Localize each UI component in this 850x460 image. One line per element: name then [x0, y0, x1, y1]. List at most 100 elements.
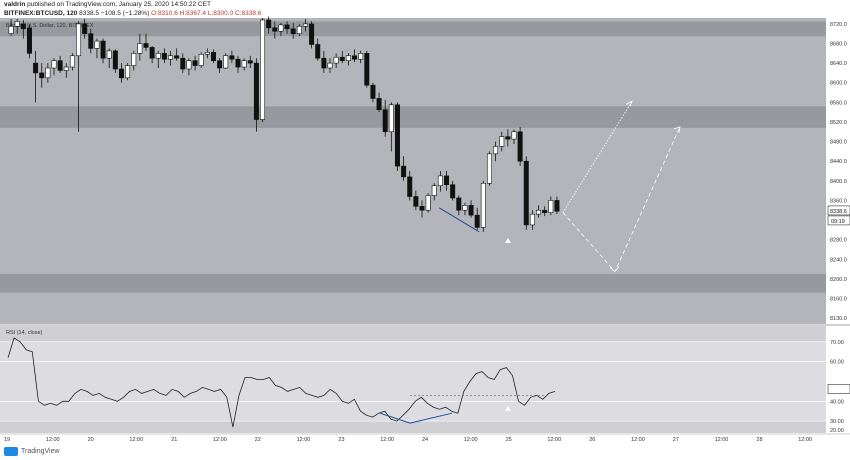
time-tick-label: 23	[338, 437, 344, 443]
candle-body	[345, 55, 351, 61]
candle-body	[82, 23, 88, 34]
time-tick-label: 12:00	[297, 437, 311, 443]
pane-title: Bitcoin / U.S. Dollar, 120, BITFINEX	[6, 23, 94, 29]
price-tick-label: 8520.0	[830, 120, 847, 126]
price-tick-label: 8600.0	[830, 81, 847, 87]
candle-body	[413, 196, 419, 207]
candle-body	[401, 165, 407, 178]
candle-body	[474, 214, 480, 228]
candle-body	[204, 52, 210, 55]
rsi-value-tag	[827, 384, 850, 394]
candle-body	[370, 84, 376, 99]
time-tick-label: 20	[88, 437, 94, 443]
candle-body	[309, 23, 315, 45]
time-tick-label: 12:00	[631, 437, 645, 443]
candle-body	[260, 19, 266, 120]
candle-body	[192, 60, 198, 66]
candle-body	[296, 26, 302, 34]
rsi-tick-label: 20.00	[830, 428, 844, 434]
candle-body	[327, 62, 333, 69]
current-price-label: 8338.6	[830, 209, 847, 215]
candle-body	[382, 109, 388, 133]
ohlc-low: L:8300.0	[207, 10, 234, 17]
candle-body	[45, 67, 51, 79]
time-tick-label: 19	[4, 437, 10, 443]
sr-zone-0	[0, 21, 826, 37]
candle-body	[419, 206, 425, 211]
price-tick-label: 8640.0	[830, 61, 847, 67]
candle-body	[266, 19, 272, 29]
time-tick-label: 12:00	[798, 437, 812, 443]
candle-body	[523, 160, 529, 226]
sr-zone-2	[0, 273, 826, 293]
time-tick-label: 26	[589, 437, 595, 443]
time-tick-label: 28	[756, 437, 762, 443]
candle-body	[278, 24, 284, 32]
time-tick-label: 12:00	[129, 437, 143, 443]
time-tick-label: 12:00	[46, 437, 60, 443]
candle-body	[407, 176, 413, 197]
time-tick-label: 12:00	[547, 437, 561, 443]
candle-body	[339, 56, 345, 61]
current-price-tag	[827, 205, 850, 216]
price-change: 8338.5 −108.5 (−1.28%)	[79, 10, 150, 17]
candle-body	[217, 60, 223, 69]
candle-body	[63, 66, 69, 71]
candle-body	[468, 205, 474, 216]
chart-header: valdrin published on TradingView.com, Ja…	[4, 0, 261, 18]
arrow-head-icon	[609, 266, 620, 273]
rsi-tick-label: 60.00	[830, 360, 844, 366]
candle-body	[456, 197, 462, 211]
tradingview-logo-icon	[4, 447, 18, 456]
candle-body	[529, 213, 535, 226]
rsi-divergence-line	[409, 412, 453, 424]
price-tick-label: 8680.0	[830, 42, 847, 48]
rsi-title: RSI (14, close)	[6, 330, 43, 336]
candle-body	[394, 104, 400, 167]
ohlc-open: O:8310.6	[151, 10, 178, 17]
candle-body	[51, 60, 57, 69]
candle-body	[118, 68, 124, 79]
candle-body	[499, 136, 505, 147]
candle-body	[536, 209, 542, 215]
candle-body	[69, 55, 75, 68]
price-tick-label: 8130.0	[830, 316, 847, 322]
candle-body	[290, 28, 296, 34]
price-axis-bg	[826, 18, 850, 324]
time-tick-label: 25	[506, 437, 512, 443]
time-tick-label: 12:00	[213, 437, 227, 443]
candle-body	[542, 209, 548, 213]
candle-body	[315, 44, 321, 59]
price-tick-label: 8360.0	[830, 198, 847, 204]
candle-body	[180, 57, 186, 70]
publisher-name: valdrin	[4, 1, 26, 8]
candle-body	[253, 62, 259, 120]
arrow-head-icon	[625, 100, 633, 107]
candle-body	[131, 53, 137, 66]
candle-body	[125, 65, 131, 79]
price-pane-bg	[0, 18, 826, 324]
candle-body	[444, 175, 450, 186]
sr-zone-1	[0, 106, 826, 128]
candle-body	[511, 131, 517, 140]
candle-body	[352, 55, 358, 60]
price-tick-label: 8160.0	[830, 297, 847, 303]
candle-body	[33, 62, 39, 74]
price-divergence-line	[438, 207, 480, 233]
time-tick-label: 12:00	[715, 437, 729, 443]
bullish-projection-arrow	[562, 101, 633, 213]
candle-body	[100, 40, 106, 59]
rsi-axis-bg	[826, 326, 850, 433]
candle-body	[505, 136, 511, 140]
price-tick-label: 8400.0	[830, 179, 847, 185]
price-tick-label: 8200.0	[830, 277, 847, 283]
rsi-tick-label: 40.00	[830, 399, 844, 405]
candle-body	[235, 58, 241, 68]
rsi-tick-label: 30.00	[830, 419, 844, 425]
countdown-tag	[827, 215, 850, 226]
candle-body	[229, 55, 235, 60]
time-tick-label: 12:00	[464, 437, 478, 443]
candle-body	[112, 50, 118, 70]
candle-body	[284, 24, 290, 30]
